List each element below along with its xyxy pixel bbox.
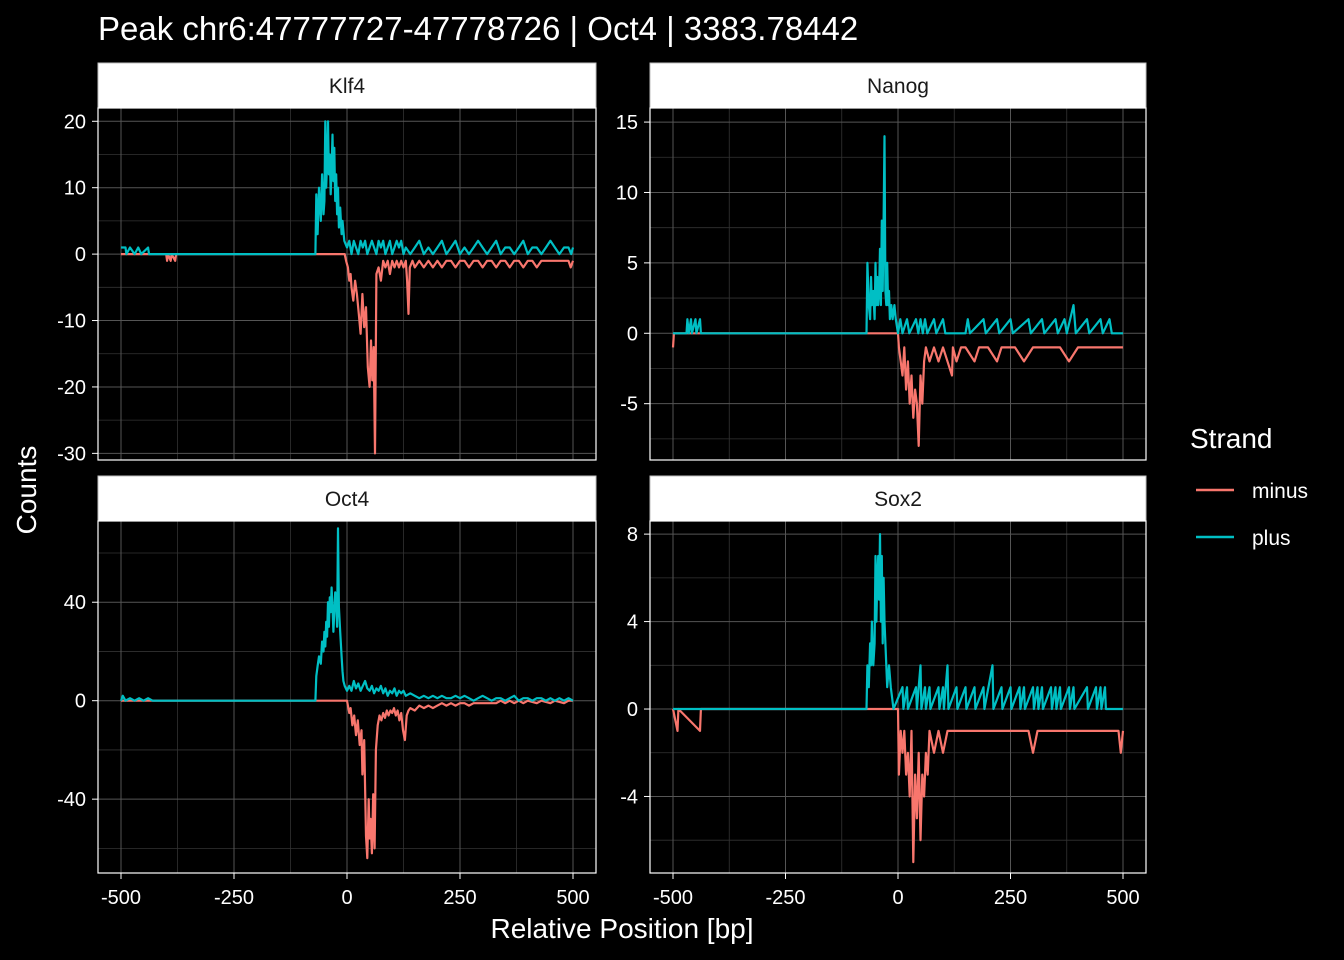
facet-label: Nanog	[867, 75, 929, 98]
legend-label-minus: minus	[1252, 480, 1308, 503]
x-tick-label: -250	[765, 887, 805, 909]
series-line-minus	[121, 699, 573, 860]
x-tick-label: -250	[214, 887, 254, 909]
facet-label: Klf4	[329, 75, 366, 98]
y-tick-label: 0	[627, 699, 638, 721]
y-tick-label: -10	[57, 311, 86, 333]
y-tick-label: 10	[616, 182, 638, 204]
y-tick-label: 20	[64, 111, 86, 133]
facet-strip	[97, 475, 597, 522]
series-line-plus	[121, 120, 575, 256]
legend-title: Strand	[1190, 423, 1273, 454]
y-tick-label: -40	[57, 789, 86, 811]
chart-title: Peak chr6:47777727-47778726 | Oct4 | 338…	[98, 10, 858, 47]
y-tick-label: -30	[57, 443, 86, 465]
legend: Strand minus plus	[1190, 423, 1308, 550]
panel-border	[649, 107, 1147, 461]
y-axis-title: Counts	[11, 446, 42, 535]
facet-panels: Klf4 20 10 0 -10 -20 -30 Nanog 15 10 5 0 -5 Oct4 -500 -…	[57, 62, 1147, 909]
y-tick-label: 10	[64, 178, 86, 200]
series-line-minus	[671, 707, 1125, 864]
panel-border	[97, 107, 597, 461]
panel-nanog: Nanog 15 10 5 0 -5	[616, 62, 1147, 461]
y-tick-label: 8	[627, 524, 638, 546]
legend-label-plus: plus	[1252, 527, 1291, 550]
y-tick-label: -20	[57, 377, 86, 399]
series-line-plus	[119, 527, 574, 702]
facet-strip	[97, 62, 597, 109]
x-tick-label: 250	[994, 887, 1027, 909]
facet-strip	[649, 475, 1147, 522]
x-tick-label: 250	[443, 887, 476, 909]
y-tick-label: -5	[620, 394, 638, 416]
y-tick-label: 0	[75, 691, 86, 713]
x-tick-label: -500	[101, 887, 141, 909]
series-line-plus	[673, 533, 1123, 711]
x-tick-label: 0	[341, 887, 352, 909]
panel-klf4: Klf4 20 10 0 -10 -20 -30	[57, 62, 597, 465]
y-tick-label: 5	[627, 253, 638, 275]
y-tick-label: 40	[64, 592, 86, 614]
x-tick-label: 500	[556, 887, 589, 909]
x-tick-label: -500	[653, 887, 693, 909]
series-line-minus	[671, 332, 1123, 447]
y-tick-label: 0	[627, 323, 638, 345]
series-line-minus	[121, 253, 575, 455]
y-tick-label: 0	[75, 244, 86, 266]
y-tick-label: 15	[616, 112, 638, 134]
x-tick-label: 0	[892, 887, 903, 909]
series-line-plus	[673, 135, 1123, 335]
panel-border	[649, 520, 1147, 874]
facet-label: Oct4	[325, 488, 370, 511]
x-tick-label: 500	[1106, 887, 1139, 909]
facet-label: Sox2	[874, 488, 922, 511]
panel-oct4: Oct4 -500 -250 0 250 500 40 0 -40	[57, 475, 597, 909]
panel-sox2: Sox2 -500 -250 0 250 500 8 4 0 -4	[620, 475, 1147, 909]
y-tick-label: -4	[620, 786, 638, 808]
x-axis-title: Relative Position [bp]	[490, 913, 753, 944]
panel-border	[97, 520, 597, 874]
y-tick-label: 4	[627, 612, 638, 634]
